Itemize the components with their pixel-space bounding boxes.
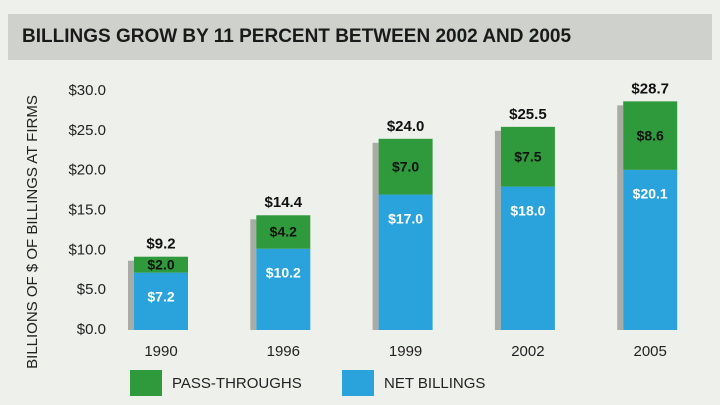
x-tick-label: 1999 (389, 343, 422, 360)
value-label: $7.2 (147, 288, 174, 304)
y-tick-label: $20.0 (68, 162, 106, 179)
bar-segment (378, 138, 433, 195)
total-label: $14.4 (265, 194, 303, 211)
legend-label: NET BILLINGS (384, 375, 485, 392)
legend-swatch (130, 370, 162, 396)
bar-segment (134, 256, 188, 273)
bar-segment (500, 186, 555, 330)
value-label: $20.1 (633, 186, 668, 202)
y-tick-label: $30.0 (68, 82, 106, 99)
value-label: $10.2 (266, 264, 301, 280)
y-axis-label: BILLIONS OF $ OF BILLINGS AT FIRMS (24, 95, 41, 369)
x-tick-label: 1996 (267, 343, 300, 360)
y-tick-label: $10.0 (68, 241, 106, 258)
y-tick-label: $15.0 (68, 201, 106, 218)
value-label: $4.2 (270, 224, 297, 240)
total-label: $24.0 (387, 118, 425, 135)
bar-shadow (372, 142, 379, 330)
total-label: $28.7 (631, 80, 669, 97)
bar-shadow (250, 219, 257, 330)
bar-shadow (617, 105, 624, 331)
bar-segment (623, 101, 678, 170)
x-tick-label: 2002 (511, 343, 544, 360)
bar-segment (256, 215, 311, 249)
y-tick-label: $25.0 (68, 122, 106, 139)
y-tick-label: $5.0 (77, 281, 106, 298)
total-label: $9.2 (146, 236, 175, 253)
bar-segment (500, 126, 555, 187)
bar-segment (134, 272, 188, 330)
bar-segment (256, 248, 311, 330)
legend-label: PASS-THROUGHS (172, 375, 302, 392)
value-label: $8.6 (637, 127, 664, 143)
legend-swatch (342, 370, 374, 396)
value-label: $17.0 (388, 210, 423, 226)
x-tick-label: 1990 (144, 343, 177, 360)
bar-shadow (494, 130, 501, 330)
bar-segment (378, 194, 433, 330)
value-label: $7.0 (392, 158, 419, 174)
value-label: $18.0 (510, 202, 545, 218)
x-tick-label: 2005 (634, 343, 667, 360)
total-label: $25.5 (509, 106, 547, 123)
chart-title: BILLINGS GROW BY 11 PERCENT BETWEEN 2002… (22, 26, 571, 47)
y-tick-label: $0.0 (77, 321, 106, 338)
value-label: $2.0 (147, 256, 174, 272)
value-label: $7.5 (514, 148, 541, 164)
title-bar (8, 14, 712, 60)
bar-segment (623, 169, 678, 330)
bar-shadow (128, 260, 134, 330)
